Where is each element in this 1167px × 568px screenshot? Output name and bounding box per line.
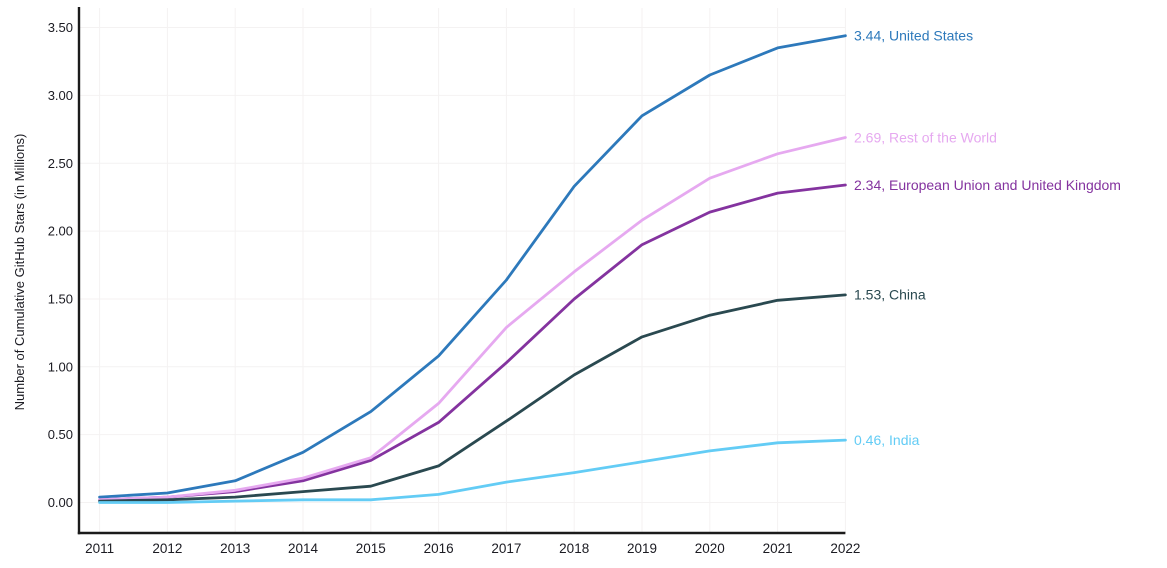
y-tick-label-3.00: 3.00: [48, 88, 73, 103]
x-tick-label-2018: 2018: [559, 541, 589, 556]
series-end-label-united-states: 3.44, United States: [854, 27, 973, 43]
y-tick-label-0.00: 0.00: [48, 495, 73, 510]
y-tick-label-2.00: 2.00: [48, 224, 73, 239]
series-line-china: [98, 293, 847, 503]
series-line-united-states: [98, 34, 847, 499]
y-tick-label-1.50: 1.50: [48, 291, 73, 306]
y-tick-label-0.50: 0.50: [48, 427, 73, 442]
x-tick-label-2022: 2022: [830, 541, 860, 556]
x-tick-label-2012: 2012: [152, 541, 182, 556]
x-tick-label-2017: 2017: [491, 541, 521, 556]
x-tick-label-2020: 2020: [695, 541, 725, 556]
series-end-label-rest-of-the-world: 2.69, Rest of the World: [854, 129, 997, 145]
series-end-label-european-union-and-united-kingdom: 2.34, European Union and United Kingdom: [854, 177, 1121, 193]
x-tick-label-2021: 2021: [763, 541, 793, 556]
y-axis-title: Number of Cumulative GitHub Stars (in Mi…: [12, 134, 27, 411]
series-line-india: [98, 438, 847, 504]
y-tick-label-1.00: 1.00: [48, 359, 73, 374]
x-tick-label-2015: 2015: [356, 541, 386, 556]
y-tick-label-2.50: 2.50: [48, 156, 73, 171]
x-tick-label-2011: 2011: [85, 541, 114, 556]
x-tick-label-2019: 2019: [627, 541, 657, 556]
y-tick-label-3.50: 3.50: [48, 20, 73, 35]
series-line-european-union-and-united-kingdom: [98, 183, 847, 502]
x-tick-label-2013: 2013: [220, 541, 250, 556]
series-end-label-china: 1.53, China: [854, 287, 926, 303]
x-tick-label-2014: 2014: [288, 541, 319, 556]
series-end-label-india: 0.46, India: [854, 432, 920, 448]
x-tick-label-2016: 2016: [424, 541, 454, 556]
series-line-rest-of-the-world: [98, 136, 847, 502]
